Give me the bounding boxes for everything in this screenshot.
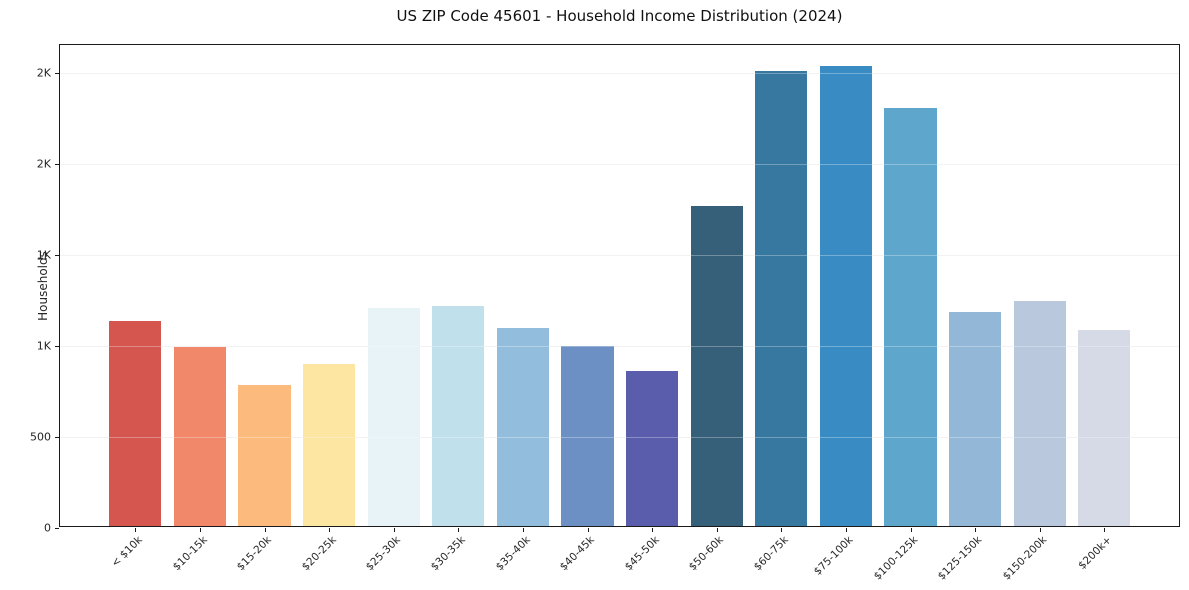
y-tick-label: 1K bbox=[36, 248, 51, 262]
y-tick-mark bbox=[55, 164, 59, 166]
x-tick-label: $40-45k bbox=[557, 534, 597, 574]
x-tick-label: $45-50k bbox=[622, 534, 662, 574]
gridline-overlay bbox=[60, 164, 1179, 166]
y-tick-label: 0 bbox=[44, 521, 51, 535]
x-tick-label: $60-75k bbox=[751, 534, 791, 574]
x-tick-label: $15-20k bbox=[234, 534, 274, 574]
bar bbox=[1078, 329, 1131, 526]
gridline-overlay bbox=[60, 255, 1179, 257]
x-tick-mark bbox=[522, 528, 524, 532]
bar bbox=[109, 321, 162, 526]
bar bbox=[884, 107, 937, 526]
y-tick-label: 1K bbox=[36, 339, 51, 353]
x-tick-mark bbox=[1104, 528, 1106, 532]
x-tick-mark bbox=[910, 528, 912, 532]
gridline bbox=[60, 73, 1179, 75]
bar bbox=[1013, 301, 1066, 526]
bar bbox=[625, 370, 679, 526]
x-tick-label: $100-125k bbox=[871, 534, 920, 583]
x-tick-label: $25-30k bbox=[364, 534, 404, 574]
x-tick-mark bbox=[781, 528, 783, 532]
x-tick-mark bbox=[652, 528, 654, 532]
x-tick-label: $10-15k bbox=[170, 534, 210, 574]
x-tick-label: $30-35k bbox=[428, 534, 468, 574]
x-tick-label: $200k+ bbox=[1075, 534, 1114, 572]
x-tick-label: $75-100k bbox=[811, 534, 856, 578]
x-tick-label: $35-40k bbox=[493, 534, 533, 574]
bar bbox=[432, 305, 485, 526]
y-tick-label: 500 bbox=[30, 430, 51, 444]
bar bbox=[496, 327, 550, 526]
bar bbox=[302, 364, 356, 526]
x-tick-mark bbox=[845, 528, 847, 532]
x-tick-mark bbox=[1039, 528, 1041, 532]
x-tick-mark bbox=[393, 528, 395, 532]
x-tick-mark bbox=[458, 528, 460, 532]
y-tick-label: 2K bbox=[36, 157, 51, 171]
y-tick-mark bbox=[55, 528, 59, 529]
bar bbox=[948, 312, 1002, 526]
x-tick-label: $150-200k bbox=[1000, 534, 1050, 583]
chart-title: US ZIP Code 45601 - Household Income Dis… bbox=[396, 7, 843, 25]
y-tick-mark bbox=[55, 346, 59, 348]
gridline bbox=[60, 255, 1179, 257]
bar bbox=[173, 346, 227, 526]
y-tick-mark bbox=[55, 255, 59, 257]
gridline bbox=[60, 437, 1179, 439]
x-tick-label: < $10k bbox=[109, 534, 145, 570]
y-tick-mark bbox=[55, 73, 59, 75]
x-tick-mark bbox=[199, 528, 201, 532]
x-tick-mark bbox=[587, 528, 589, 532]
y-tick-mark bbox=[55, 437, 59, 439]
x-tick-label: $20-25k bbox=[299, 534, 339, 574]
gridline bbox=[60, 164, 1179, 166]
y-tick-label: 2K bbox=[36, 66, 51, 80]
bar bbox=[690, 205, 743, 526]
x-tick-mark bbox=[329, 528, 331, 532]
x-tick-mark bbox=[975, 528, 977, 532]
gridline bbox=[60, 346, 1179, 348]
x-tick-label: $125-150k bbox=[936, 534, 985, 583]
plot-area: Households 0 500 1K 1K 2K 2K < $10k $10-15k $15-… bbox=[30, 44, 1180, 583]
x-tick-mark bbox=[135, 528, 137, 532]
x-tick-mark bbox=[264, 528, 266, 532]
gridline-overlay bbox=[60, 73, 1179, 75]
bar bbox=[238, 385, 291, 526]
gridline-overlay bbox=[60, 437, 1179, 439]
bar bbox=[755, 71, 808, 526]
x-tick-label: $50-60k bbox=[687, 534, 727, 574]
bar bbox=[367, 307, 420, 526]
x-tick-mark bbox=[716, 528, 718, 532]
bar bbox=[819, 65, 873, 526]
gridline-overlay bbox=[60, 346, 1179, 348]
bar bbox=[561, 345, 614, 526]
